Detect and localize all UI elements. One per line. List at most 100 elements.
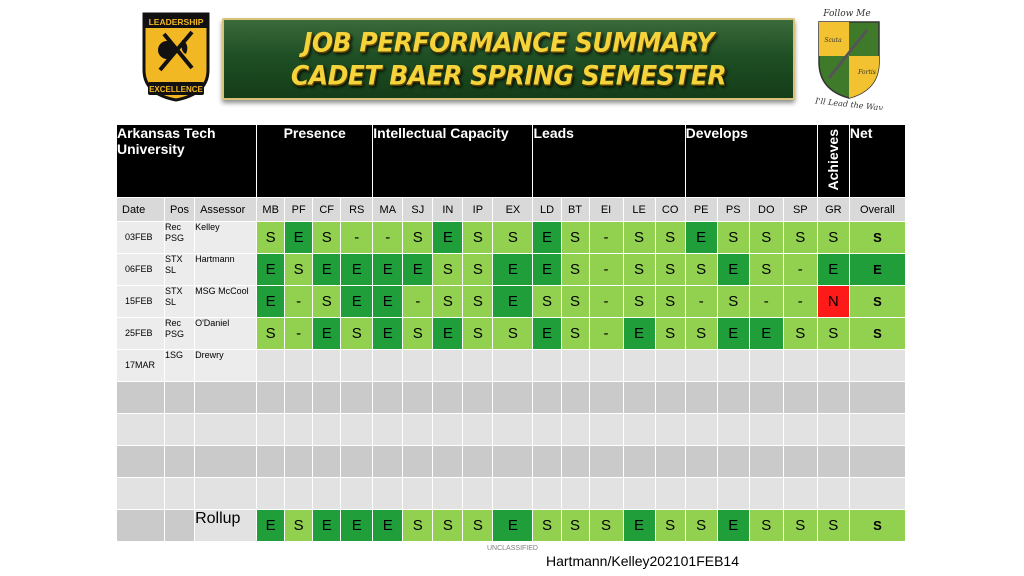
score-cell: E — [492, 285, 534, 319]
net-header: Net — [848, 123, 907, 199]
empty-cell — [716, 381, 750, 415]
empty-cell — [588, 445, 624, 479]
empty-cell — [560, 413, 590, 447]
score-cell: S — [622, 253, 656, 287]
score-cell: S — [532, 509, 562, 543]
empty-cell — [684, 381, 718, 415]
score-cell: E — [340, 253, 374, 287]
score-cell: E — [622, 509, 656, 543]
table-row: 25FEB Rec PSG O'Daniel S - E S E S E S S E S - E S S E E S S S — [115, 317, 907, 351]
pos-column-header: Pos — [164, 197, 196, 223]
empty-cell — [848, 413, 907, 447]
empty-cell — [432, 445, 464, 479]
date-cell: 15FEB — [115, 285, 166, 319]
empty-cell — [782, 413, 818, 447]
score-cell: E — [492, 509, 534, 543]
empty-cell — [312, 413, 342, 447]
score-cell: E — [622, 317, 656, 351]
empty-cell — [748, 477, 784, 511]
score-cell — [716, 349, 750, 383]
score-cell: E — [372, 509, 404, 543]
empty-cell — [588, 477, 624, 511]
score-cell: S — [560, 509, 590, 543]
table-row: 06FEB STX SL Hartmann E S E E E E S S E E S - S S S E S - E E — [115, 253, 907, 287]
date-column-header: Date — [115, 197, 166, 223]
assessor-cell: Kelley — [194, 221, 258, 255]
empty-cell — [622, 477, 656, 511]
score-cell: E — [340, 509, 374, 543]
table-row: 03FEB Rec PSG Kelley S E S - - S E S S E S - S S E S S S S S — [115, 221, 907, 255]
score-cell: E — [684, 221, 718, 255]
leads-header: Leads — [532, 123, 686, 199]
empty-cell — [164, 413, 196, 447]
code-column-header: PF — [284, 197, 314, 223]
score-cell: S — [654, 221, 686, 255]
score-cell — [462, 349, 494, 383]
empty-cell — [716, 445, 750, 479]
score-cell: S — [256, 221, 286, 255]
net-score-cell: S — [848, 317, 907, 351]
score-cell: S — [588, 509, 624, 543]
score-cell — [256, 349, 286, 383]
score-cell: S — [492, 221, 534, 255]
empty-cell — [654, 381, 686, 415]
empty-cell — [560, 445, 590, 479]
empty-cell — [748, 381, 784, 415]
score-cell: E — [372, 317, 404, 351]
empty-cell — [402, 445, 434, 479]
svg-text:Follow Me: Follow Me — [822, 9, 870, 19]
score-cell: S — [256, 317, 286, 351]
score-cell: S — [432, 253, 464, 287]
code-column-header: PS — [716, 197, 750, 223]
empty-cell — [622, 381, 656, 415]
empty-cell — [716, 477, 750, 511]
empty-cell — [115, 381, 166, 415]
score-cell: S — [340, 317, 374, 351]
assessor-column-header: Assessor — [194, 197, 258, 223]
score-cell: S — [462, 317, 494, 351]
score-cell: S — [402, 221, 434, 255]
score-cell: S — [312, 221, 342, 255]
empty-cell — [432, 477, 464, 511]
empty-cell — [532, 445, 562, 479]
score-cell: E — [312, 509, 342, 543]
empty-cell — [816, 477, 850, 511]
code-column-header: CF — [312, 197, 342, 223]
pos-cell: STX SL — [164, 253, 196, 287]
empty-cell — [284, 445, 314, 479]
score-cell: E — [716, 509, 750, 543]
empty-cell — [432, 413, 464, 447]
empty-cell — [256, 413, 286, 447]
score-cell: - — [588, 317, 624, 351]
empty-cell — [532, 413, 562, 447]
score-cell: - — [684, 285, 718, 319]
score-cell: S — [816, 509, 850, 543]
score-cell — [284, 349, 314, 383]
empty-cell — [492, 445, 534, 479]
net-score-cell: S — [848, 509, 907, 543]
score-cell: E — [532, 317, 562, 351]
score-cell: S — [284, 253, 314, 287]
rollup-label: Rollup — [194, 509, 258, 543]
code-column-header: GR — [816, 197, 850, 223]
empty-cell — [402, 413, 434, 447]
org-header: Arkansas Tech University — [115, 123, 258, 199]
score-cell — [492, 349, 534, 383]
banner-title-line2: CADET BAER SPRING SEMESTER — [290, 59, 727, 92]
score-cell: S — [684, 509, 718, 543]
score-cell: E — [340, 285, 374, 319]
empty-cell — [115, 445, 166, 479]
svg-text:Scuta: Scuta — [824, 37, 842, 44]
score-cell: E — [716, 317, 750, 351]
score-cell: S — [816, 221, 850, 255]
score-cell: - — [284, 285, 314, 319]
empty-cell — [560, 381, 590, 415]
code-column-header: IP — [462, 197, 494, 223]
code-column-header: DO — [748, 197, 784, 223]
score-cell: S — [432, 285, 464, 319]
empty-cell — [782, 477, 818, 511]
svg-text:LEADERSHIP: LEADERSHIP — [149, 17, 204, 27]
score-cell — [372, 349, 404, 383]
score-cell: S — [748, 221, 784, 255]
net-score-cell: S — [848, 285, 907, 319]
